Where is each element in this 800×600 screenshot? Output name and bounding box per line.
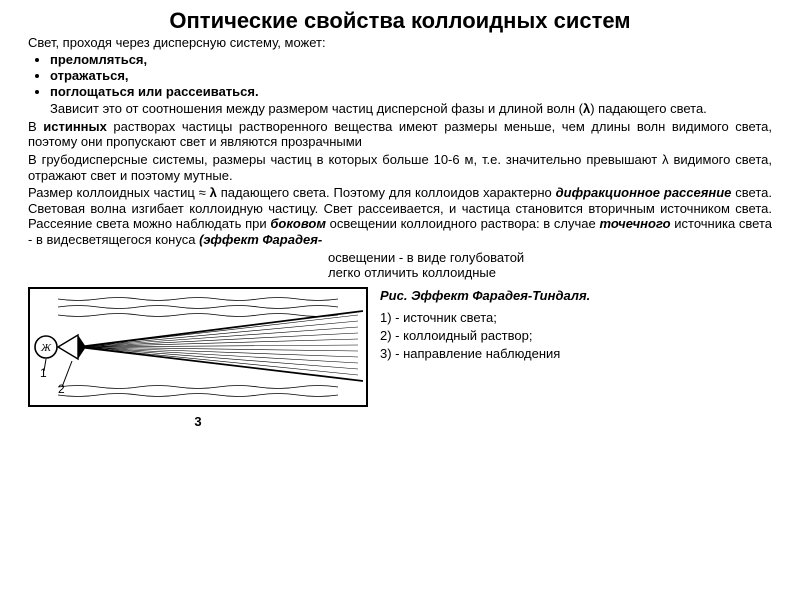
intro-line: Свет, проходя через дисперсную систему, …	[28, 35, 772, 50]
svg-text:1: 1	[40, 366, 47, 380]
paragraph-2: В истинных растворах частицы растворенно…	[28, 119, 772, 150]
faraday-tyndall-diagram: Ж 1 2	[28, 287, 368, 407]
figure-caption: Рис. Эффект Фарадея-Тиндаля.	[380, 287, 590, 305]
paragraph-3: В грубодисперсные системы, размеры части…	[28, 152, 772, 183]
figure-row: Ж 1 2 3 Рис. Эффект Фарадея-Тиндаля. 1) …	[28, 287, 772, 429]
bullet-list: преломляться, отражаться, поглощаться ил…	[28, 52, 772, 99]
legend-item: 1) - источник света;	[380, 309, 590, 327]
svg-text:2: 2	[58, 382, 65, 396]
legend-item: 2) - коллоидный раствор;	[380, 327, 590, 345]
figure-bottom-number: 3	[28, 414, 368, 429]
bullet-item: поглощаться или рассеиваться.	[50, 84, 772, 99]
svg-text:Ж: Ж	[40, 342, 52, 354]
paragraph-1: Зависит это от соотношения между размеро…	[28, 101, 772, 117]
paragraph-4: Размер коллоидных частиц ≈ λ падающего с…	[28, 185, 772, 247]
figure-legend: Рис. Эффект Фарадея-Тиндаля. 1) - источн…	[380, 287, 590, 364]
slide-title: Оптические свойства коллоидных систем	[28, 8, 772, 33]
tail-text: освещении - в виде голубоватой легко отл…	[28, 250, 772, 281]
figure-left: Ж 1 2 3	[28, 287, 368, 429]
legend-item: 3) - направление наблюдения	[380, 345, 590, 363]
bullet-item: преломляться,	[50, 52, 772, 67]
bullet-item: отражаться,	[50, 68, 772, 83]
